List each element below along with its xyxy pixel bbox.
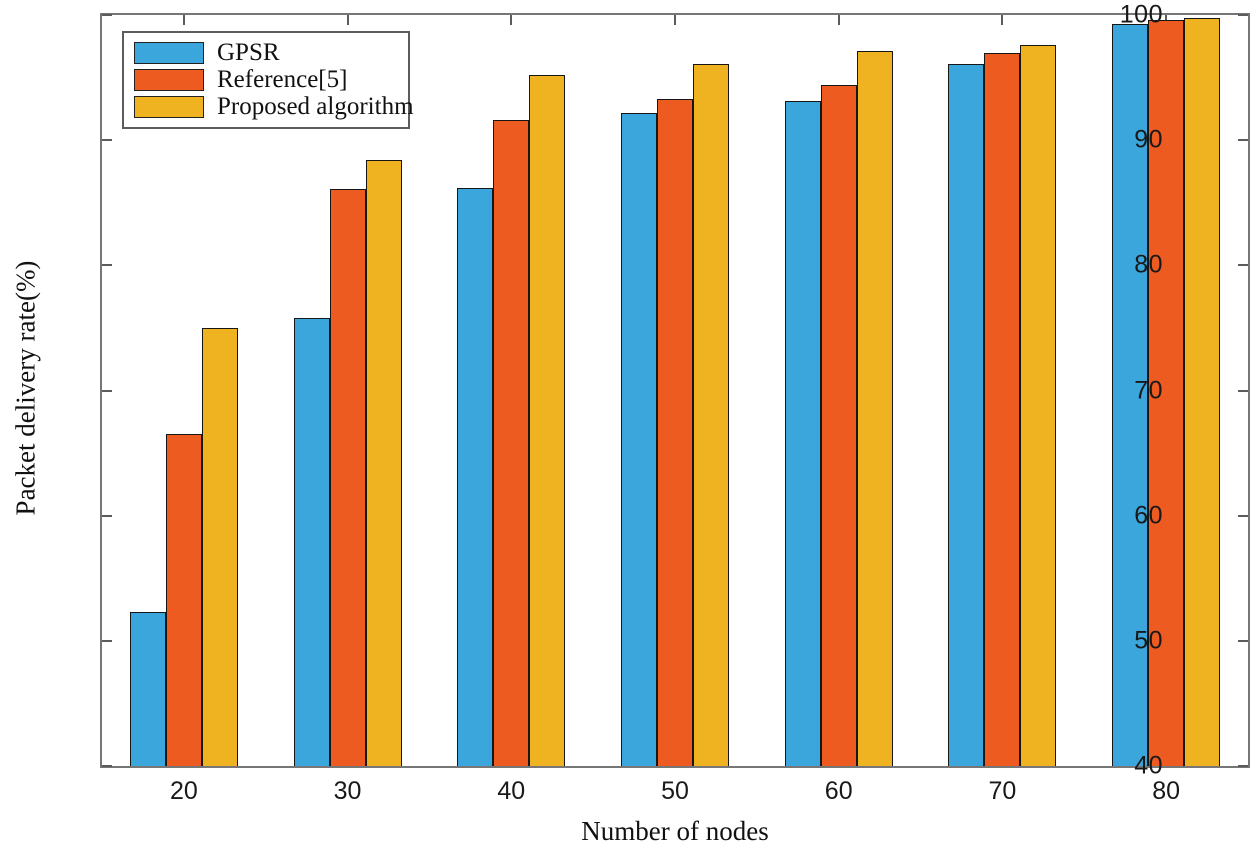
x-tick-mark	[182, 15, 185, 25]
bar-30-gpsr	[293, 317, 330, 766]
legend-label-proposed: Proposed algorithm	[217, 93, 414, 120]
x-tick-label: 30	[333, 777, 362, 805]
legend-swatch-gpsr	[134, 42, 204, 64]
bar-70-gpsr	[948, 63, 985, 766]
y-tick-mark	[1238, 14, 1248, 16]
x-tick-label: 50	[661, 777, 689, 805]
legend: GPSR Reference[5] Proposed algorithm	[122, 31, 414, 129]
y-tick-mark	[1238, 264, 1248, 267]
bar-30-proposed-algorithm	[365, 160, 402, 766]
y-tick-mark	[1238, 639, 1248, 642]
x-axis-title: Number of nodes	[581, 816, 769, 846]
y-tick-mark	[102, 14, 112, 16]
bar-70-proposed-algorithm	[1020, 45, 1057, 766]
x-tick-mark	[510, 15, 513, 25]
y-tick-label: 50	[1134, 626, 1163, 655]
plot-area	[100, 13, 1250, 768]
x-tick-mark	[1165, 15, 1168, 25]
y-tick-label: 40	[1134, 751, 1163, 780]
bar-60-proposed-algorithm	[856, 51, 893, 766]
bar-60-gpsr	[784, 101, 821, 766]
bar-20-proposed-algorithm	[201, 327, 238, 766]
y-axis-title: Packet delivery rate(%)	[10, 260, 41, 516]
x-tick-label: 80	[1152, 777, 1181, 805]
x-tick-mark	[1001, 15, 1004, 25]
legend-label-reference5: Reference[5]	[217, 66, 348, 93]
legend-swatch-reference5	[134, 69, 204, 91]
y-tick-mark	[1238, 139, 1248, 142]
bar-80-gpsr	[1112, 23, 1149, 766]
bar-50-gpsr	[621, 112, 657, 766]
legend-label-gpsr: GPSR	[217, 39, 280, 66]
bar-40-proposed-algorithm	[529, 75, 566, 766]
y-tick-label: 90	[1134, 125, 1163, 154]
bar-50-proposed-algorithm	[693, 63, 729, 766]
y-tick-mark	[1238, 389, 1248, 392]
bar-40-reference-5-	[493, 120, 530, 766]
legend-item-reference5: Reference[5]	[134, 66, 398, 93]
bar-50-reference-5-	[657, 98, 693, 766]
bar-30-reference-5-	[329, 188, 366, 766]
bar-20-reference-5-	[165, 434, 202, 766]
bar-40-gpsr	[457, 187, 494, 766]
y-tick-label: 100	[1119, 0, 1163, 29]
bar-80-reference-5-	[1148, 20, 1185, 766]
y-tick-mark	[102, 389, 112, 392]
x-tick-mark	[837, 15, 840, 25]
x-tick-label: 70	[988, 777, 1017, 805]
y-tick-mark	[102, 139, 112, 142]
y-tick-mark	[1238, 514, 1248, 517]
x-tick-mark	[346, 15, 349, 25]
y-tick-label: 70	[1134, 376, 1163, 404]
bar-70-reference-5-	[984, 52, 1021, 766]
bar-20-gpsr	[129, 612, 166, 766]
y-tick-mark	[102, 765, 112, 767]
x-tick-label: 40	[497, 777, 526, 805]
y-tick-mark	[102, 264, 112, 267]
x-tick-label: 20	[169, 777, 198, 805]
bar-60-reference-5-	[820, 85, 857, 766]
y-tick-mark	[1238, 765, 1248, 767]
legend-item-gpsr: GPSR	[134, 39, 398, 66]
bar-80-proposed-algorithm	[1184, 17, 1221, 766]
y-tick-mark	[102, 639, 112, 642]
x-tick-label: 60	[824, 777, 853, 805]
x-tick-mark	[674, 15, 676, 25]
y-tick-label: 80	[1134, 250, 1163, 279]
legend-swatch-proposed	[134, 96, 204, 118]
y-tick-label: 60	[1134, 501, 1163, 530]
y-tick-mark	[102, 514, 112, 517]
legend-item-proposed: Proposed algorithm	[134, 93, 414, 120]
